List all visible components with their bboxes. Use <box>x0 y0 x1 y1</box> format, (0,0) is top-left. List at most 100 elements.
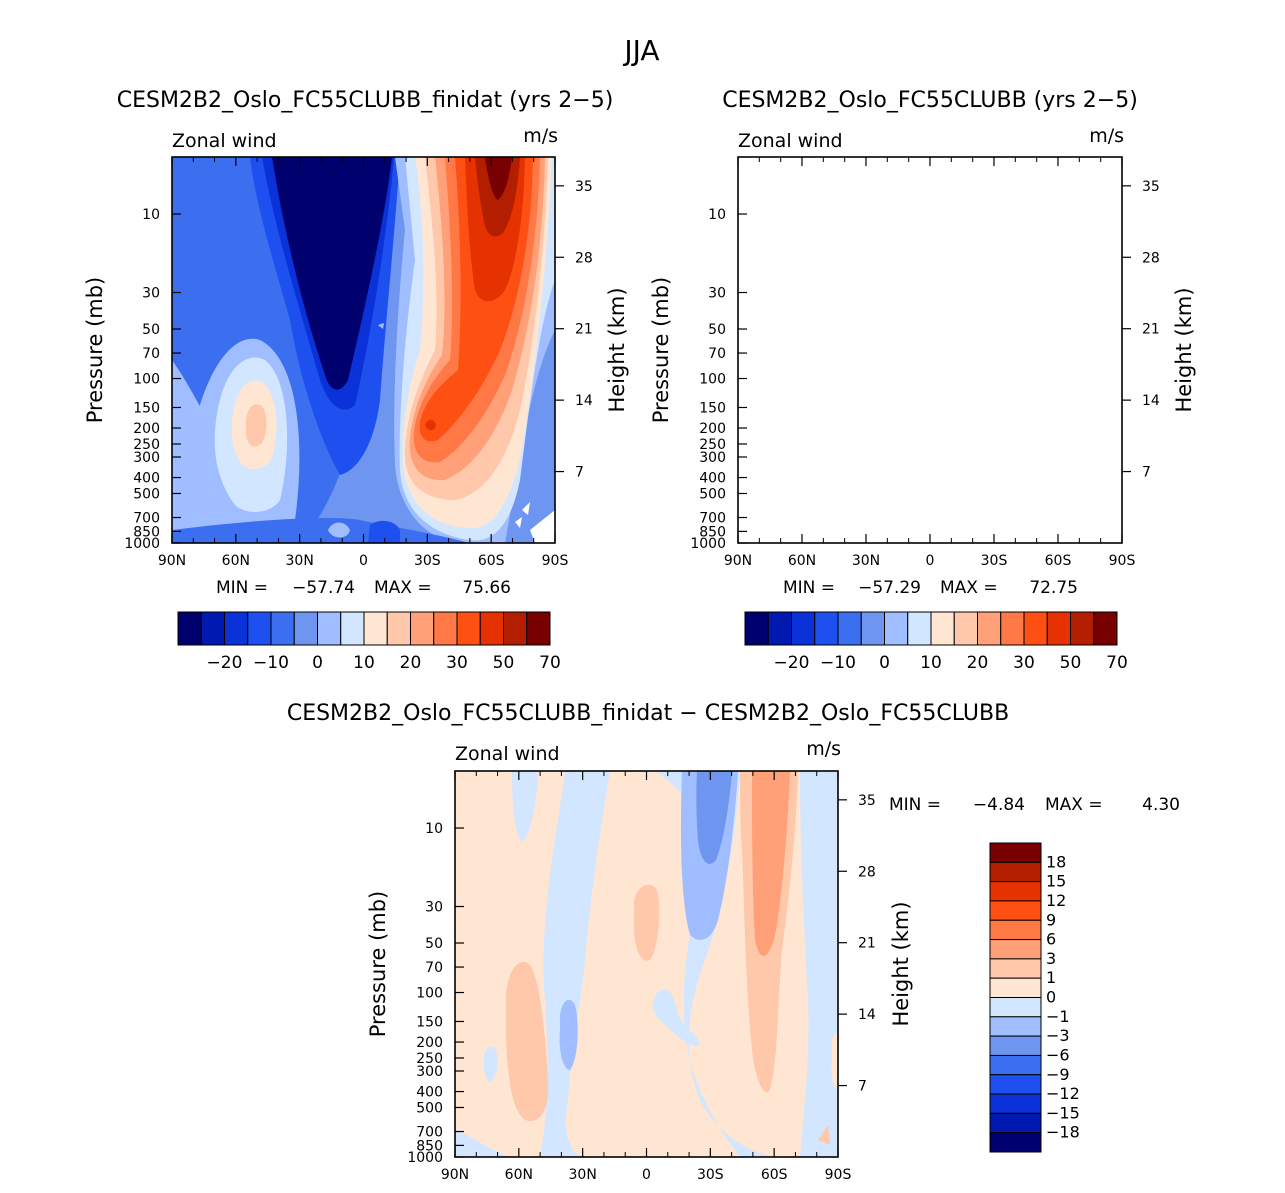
colorbar-label: −3 <box>1046 1026 1070 1045</box>
colorbar-swatch <box>977 611 1002 646</box>
contour-fill <box>738 260 886 543</box>
colorbar-swatch <box>989 842 1042 863</box>
colorbar-label: 0 <box>312 653 323 673</box>
colorbar-swatch <box>791 611 816 646</box>
z-tick-label: 28 <box>1142 250 1160 266</box>
colorbar-swatch <box>293 611 318 646</box>
colorbar-swatch <box>989 1074 1042 1095</box>
z-tick-label: 14 <box>575 393 593 409</box>
colorbar-swatch <box>953 611 978 646</box>
colorbar-swatch <box>503 611 528 646</box>
contour-fill <box>540 771 610 1157</box>
contour-fill <box>530 510 555 543</box>
colorbar-label: 0 <box>1046 988 1056 1007</box>
contour-fill <box>980 157 1107 462</box>
z-tick-label: 7 <box>575 465 584 481</box>
colorbar-swatch <box>989 881 1042 902</box>
x-tick-label: 60S <box>478 553 505 569</box>
contour-fill <box>425 419 436 431</box>
panel-1-ylabel: Pressure (mb) <box>83 277 107 424</box>
colorbar-label: 9 <box>1046 910 1056 929</box>
x-tick-label: 30N <box>286 553 314 569</box>
p-tick-label: 250 <box>699 437 726 453</box>
contour-fill <box>840 157 961 390</box>
panel-diff-plot-area <box>455 771 838 1157</box>
colorbar-swatch <box>1070 611 1095 646</box>
z-tick-label: 14 <box>858 1007 876 1023</box>
p-tick-label: 400 <box>699 471 726 487</box>
z-tick-label: 14 <box>1142 393 1160 409</box>
colorbar-swatch <box>989 1093 1042 1114</box>
colorbar-layer: −20 −10 0 10 20 30 50 70 −20 −10 0 10 20 30 50 70181512… <box>177 611 1128 1153</box>
p-tick-label: 100 <box>133 372 160 388</box>
x-tick-label: 90N <box>441 1167 469 1183</box>
p-tick-label: 300 <box>699 450 726 466</box>
panel-diff-ylabel: Pressure (mb) <box>366 891 390 1038</box>
panel-1-max-label: MAX = <box>374 578 432 598</box>
panel-2-title: CESM2B2_Oslo_FC55CLUBB (yrs 2−5) <box>722 88 1138 113</box>
contour-fill <box>986 157 1100 441</box>
p-tick-label: 1000 <box>407 1150 443 1166</box>
panel-2-min-value: −57.29 <box>858 578 921 598</box>
x-tick-label: 0 <box>359 553 368 569</box>
p-tick-label: 500 <box>416 1100 443 1116</box>
p-tick-label: 300 <box>416 1064 443 1080</box>
contour-fill <box>821 157 968 475</box>
p-tick-label: 200 <box>416 1035 443 1051</box>
colorbar-swatch <box>860 611 885 646</box>
panel-diff-units: m/s <box>806 738 841 760</box>
colorbar-label: 1 <box>1046 968 1056 987</box>
colorbar-label: −10 <box>253 653 289 673</box>
z-tick-label: 28 <box>858 864 876 880</box>
x-tick-label: 0 <box>642 1167 651 1183</box>
contour-fill <box>832 157 963 410</box>
panel-2-min-label: MIN = <box>783 578 835 598</box>
colorbar-label: −15 <box>1046 1103 1080 1122</box>
p-tick-label: 70 <box>142 346 160 362</box>
p-tick-label: 700 <box>133 511 160 527</box>
axes-layer: 90N 60N 30N 0 30S 60S 90S103050701001502002503… <box>124 157 1160 1183</box>
colorbar-label: 18 <box>1046 852 1066 871</box>
p-tick-label: 250 <box>416 1051 443 1067</box>
contour-fill <box>1091 455 1122 520</box>
colorbar-swatch <box>989 919 1042 941</box>
panel-2-max-value: 72.75 <box>1029 578 1078 598</box>
contour-fill <box>328 522 350 538</box>
panel-diff-title: CESM2B2_Oslo_FC55CLUBB_finidat − CESM2B2… <box>287 701 1009 726</box>
contour-fill <box>524 455 555 521</box>
panel-3-axes: 90N 60N 30N 0 30S 60S 90S103050701001502002503… <box>407 771 876 1183</box>
panel-2-plot-area <box>738 157 1122 543</box>
contour-fill <box>485 157 512 200</box>
colorbar-swatch <box>989 1035 1042 1056</box>
z-tick-label: 35 <box>858 793 876 809</box>
contour-fill <box>800 771 838 1157</box>
p-tick-label: 700 <box>699 511 726 527</box>
panel-1-plot-area <box>172 157 555 543</box>
x-tick-label: 60S <box>1045 553 1072 569</box>
colorbar-1: −20 −10 0 10 20 30 50 70 <box>177 611 561 673</box>
p-tick-label: 300 <box>133 450 160 466</box>
contour-fill <box>368 520 400 543</box>
colorbar-label: 15 <box>1046 872 1066 891</box>
p-tick-label: 70 <box>425 960 443 976</box>
p-tick-label: 500 <box>699 486 726 502</box>
colorbar-label: 50 <box>1060 653 1082 673</box>
p-tick-label: 50 <box>142 322 160 338</box>
panel-1-min-value: −57.74 <box>292 578 355 598</box>
colorbar-label: 70 <box>539 653 561 673</box>
p-tick-label: 10 <box>425 821 443 837</box>
colorbar-swatch <box>1093 611 1118 646</box>
colorbar-swatch <box>177 611 202 646</box>
z-tick-label: 28 <box>575 250 593 266</box>
contour-fill <box>738 157 926 543</box>
colorbar-label: 50 <box>493 653 515 673</box>
colorbar-swatch <box>247 611 272 646</box>
p-tick-label: 50 <box>708 322 726 338</box>
p-tick-label: 700 <box>416 1125 443 1141</box>
colorbar-swatch <box>989 1054 1042 1076</box>
p-tick-label: 200 <box>133 421 160 437</box>
contour-fill <box>272 157 392 390</box>
colorbar-label: −20 <box>774 653 810 673</box>
